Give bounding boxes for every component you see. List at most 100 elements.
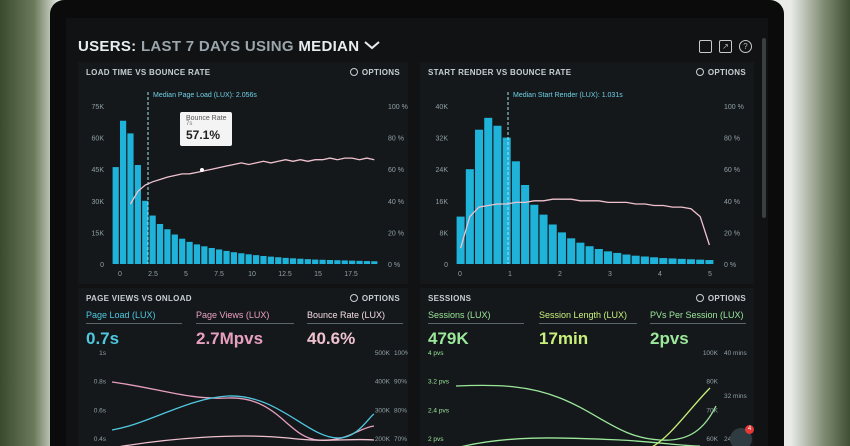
tooltip-point [200, 168, 204, 172]
x-tick-label: 0 [458, 271, 462, 278]
y2-tick-label: 100 % [388, 104, 408, 111]
axis-tick-label: 100% [394, 350, 408, 357]
y-tick-label: 24K [436, 167, 449, 174]
bar [696, 259, 705, 264]
header-prefix: USERS: [78, 38, 137, 55]
bar [677, 258, 686, 264]
axis-tick-label: 70K [706, 407, 718, 414]
x-tick-label: 3 [608, 271, 612, 278]
options-button[interactable]: OPTIONS [695, 68, 746, 77]
bar [356, 260, 363, 264]
bar [456, 216, 465, 264]
bar [705, 260, 714, 264]
bar [201, 246, 208, 264]
axis-tick-label: 3.2 pvs [428, 379, 450, 386]
bar [349, 260, 356, 264]
metric-bounce-rate: Bounce Rate (LUX) 40.6% [307, 310, 403, 349]
bar [193, 244, 201, 264]
y-tick-label: 0 [444, 262, 448, 269]
axis-tick-label: 2.4 pvs [428, 407, 450, 414]
metric-page-load: Page Load (LUX) 0.7s [86, 310, 182, 349]
y2-tick-label: 40 % [388, 199, 404, 206]
metric-page-views: Page Views (LUX) 2.7Mpvs [196, 310, 294, 349]
x-tick-label: 10 [248, 271, 256, 278]
axis-tick-label: 100K [703, 350, 719, 357]
header-range: LAST 7 DAYS [140, 38, 241, 55]
chat-badge: 4 [745, 425, 754, 434]
users-range-selector[interactable]: USERS: LAST 7 DAYS USING MEDIAN [78, 38, 380, 55]
scrollbar[interactable] [762, 38, 766, 218]
y2-tick-label: 20 % [724, 230, 740, 237]
bar [297, 258, 304, 264]
x-tick-label: 2 [558, 271, 562, 278]
bar [275, 257, 282, 264]
x-tick-label: 0 [118, 271, 122, 278]
bar [156, 223, 164, 264]
bounce-rate-line [459, 198, 711, 249]
axis-tick-label: 40 mins [724, 350, 748, 357]
y-tick-label: 75K [92, 104, 105, 111]
bar [659, 258, 668, 264]
bar [289, 258, 297, 264]
monitor-icon[interactable] [699, 40, 712, 53]
y2-tick-label: 0 % [724, 262, 736, 269]
y-tick-label: 0 [100, 262, 104, 269]
y2-tick-label: 20 % [388, 230, 404, 237]
panel-title: LOAD TIME VS BOUNCE RATE [86, 68, 211, 77]
bar [267, 256, 274, 264]
bounce-tooltip: Bounce Rate 7s 57.1% [180, 112, 233, 146]
start-bounce-panel: START RENDER VS BOUNCE RATE OPTIONS 0 8K 1… [420, 62, 754, 284]
bar [604, 251, 613, 264]
bar [223, 250, 230, 264]
chevron-down-icon[interactable] [364, 41, 380, 50]
options-button[interactable]: OPTIONS [349, 68, 400, 77]
metric-sessions: Sessions (LUX) 479K [428, 310, 524, 349]
chat-icon[interactable]: 4 [730, 425, 754, 446]
page-views-chart: 0.4s 0.6s 0.8s 1s 200K 300K 400K 500K 70% 80% 90% 1… [94, 350, 408, 446]
bar [640, 256, 649, 264]
y2-tick-label: 80 % [724, 136, 740, 143]
bar [557, 232, 566, 264]
bar [112, 167, 119, 264]
y2-tick-label: 0 % [388, 262, 400, 269]
session-length-line [652, 387, 711, 446]
axis-tick-label: 80% [394, 407, 407, 414]
panel-title: START RENDER VS BOUNCE RATE [428, 68, 572, 77]
sessions-panel: SESSIONS OPTIONS Sessions (LUX) 479K Ses… [420, 288, 754, 446]
y-tick-label: 16K [436, 199, 449, 206]
bar [613, 252, 622, 264]
y-tick-label: 30K [92, 199, 105, 206]
x-tick-label: 17.5 [344, 271, 358, 278]
bar [134, 164, 141, 264]
axis-tick-label: 70% [394, 436, 407, 443]
load-bounce-panel: LOAD TIME VS BOUNCE RATE OPTIONS 0 15K 30K… [78, 62, 408, 284]
options-button[interactable]: OPTIONS [349, 294, 400, 303]
bounce-rate-line [119, 435, 375, 446]
bar [230, 252, 238, 264]
top-icons: ↗ ? [699, 40, 752, 53]
bar [334, 260, 341, 264]
bar [484, 117, 493, 264]
options-button[interactable]: OPTIONS [695, 294, 746, 303]
bar [539, 214, 548, 264]
axis-tick-label: 80K [706, 379, 718, 386]
axis-tick-label: 90% [394, 379, 407, 386]
help-icon[interactable]: ? [739, 40, 752, 53]
x-tick-label: 12.5 [278, 271, 292, 278]
bar [179, 238, 186, 264]
y2-tick-label: 40 % [724, 199, 740, 206]
bar [238, 253, 245, 264]
axis-tick-label: 4 pvs [428, 350, 444, 357]
bar [245, 254, 252, 264]
axis-tick-label: 500K [375, 350, 391, 357]
median-annotation: Median Page Load (LUX): 2.056s [153, 92, 257, 99]
sessions-line [455, 384, 717, 441]
median-annotation: Median Start Render (LUX): 1.031s [513, 92, 623, 99]
start-bounce-chart: 0 8K 16K 24K 32K 40K 0 % 20 % 40 % 60 % 80 % 100 % 0… [436, 92, 744, 278]
share-icon[interactable]: ↗ [719, 40, 732, 53]
y-tick-label: 40K [436, 104, 449, 111]
axis-tick-label: 32 mins [724, 393, 748, 400]
bar [371, 261, 378, 264]
bar [186, 241, 193, 264]
